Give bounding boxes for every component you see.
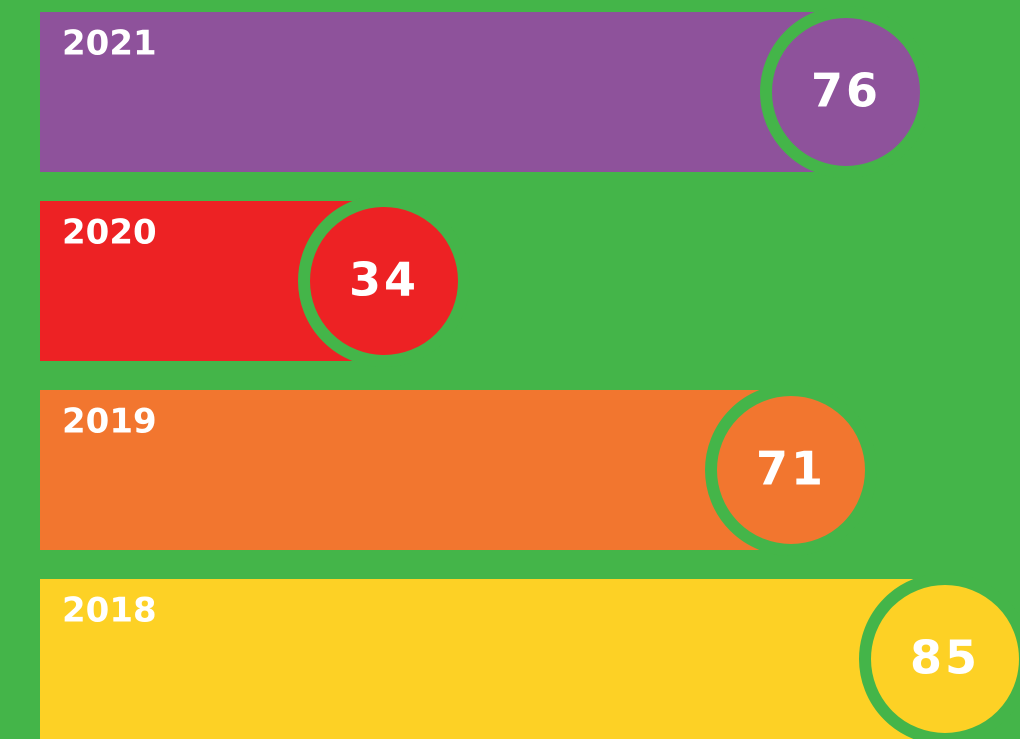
bar bbox=[40, 579, 945, 739]
value-label: 85 bbox=[910, 631, 980, 685]
category-label: 2018 bbox=[62, 591, 157, 631]
bar bbox=[40, 12, 846, 172]
category-label: 2021 bbox=[62, 24, 157, 64]
category-label: 2019 bbox=[62, 402, 157, 442]
value-bubble bbox=[760, 6, 932, 178]
value-label: 71 bbox=[756, 442, 826, 496]
value-label: 76 bbox=[811, 64, 881, 118]
bar bbox=[40, 390, 791, 550]
value-bubble bbox=[859, 573, 1020, 739]
value-bubble bbox=[298, 195, 470, 367]
category-label: 2020 bbox=[62, 213, 157, 253]
value-bubble bbox=[705, 384, 877, 556]
value-label: 34 bbox=[349, 253, 419, 307]
